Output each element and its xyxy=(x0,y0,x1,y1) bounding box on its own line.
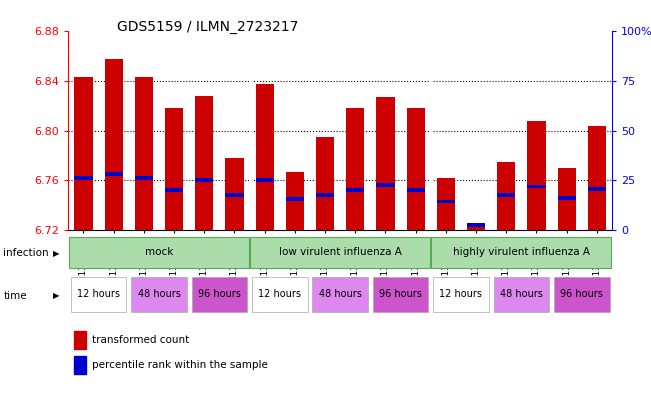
Bar xyxy=(557,168,575,230)
Bar xyxy=(527,121,546,230)
Bar xyxy=(165,188,183,192)
Bar xyxy=(557,196,575,200)
Text: 96 hours: 96 hours xyxy=(379,289,422,299)
Bar xyxy=(554,277,609,312)
Text: 48 hours: 48 hours xyxy=(500,289,543,299)
Bar xyxy=(74,356,86,374)
Bar xyxy=(74,331,86,349)
Text: transformed count: transformed count xyxy=(92,335,189,345)
Bar xyxy=(376,184,395,187)
Text: mock: mock xyxy=(145,247,173,257)
Bar xyxy=(467,223,485,227)
Text: percentile rank within the sample: percentile rank within the sample xyxy=(92,360,268,370)
Text: 48 hours: 48 hours xyxy=(319,289,361,299)
Bar xyxy=(195,178,214,182)
Bar xyxy=(286,172,304,230)
Bar xyxy=(286,197,304,201)
Text: 96 hours: 96 hours xyxy=(561,289,603,299)
Bar xyxy=(312,277,368,312)
Text: highly virulent influenza A: highly virulent influenza A xyxy=(453,247,590,257)
Text: GDS5159 / ILMN_2723217: GDS5159 / ILMN_2723217 xyxy=(117,20,299,34)
Bar xyxy=(74,77,92,230)
Bar xyxy=(191,277,247,312)
Text: 12 hours: 12 hours xyxy=(439,289,482,299)
Bar xyxy=(467,226,485,230)
Bar xyxy=(74,176,92,180)
Bar xyxy=(373,277,428,312)
Text: ▶: ▶ xyxy=(53,249,60,257)
Bar xyxy=(135,176,153,180)
Bar xyxy=(346,188,365,192)
Bar xyxy=(71,277,126,312)
Bar xyxy=(437,200,455,203)
Bar xyxy=(225,193,243,197)
Bar xyxy=(497,193,516,197)
Bar xyxy=(165,108,183,230)
Text: 96 hours: 96 hours xyxy=(198,289,241,299)
Text: infection: infection xyxy=(3,248,49,258)
Bar xyxy=(256,84,273,230)
Bar xyxy=(316,193,334,197)
Bar xyxy=(433,277,489,312)
Text: 12 hours: 12 hours xyxy=(77,289,120,299)
Bar xyxy=(131,277,187,312)
Text: time: time xyxy=(3,290,27,301)
Bar xyxy=(497,162,516,230)
Bar xyxy=(588,187,606,191)
Bar xyxy=(407,188,424,192)
Bar xyxy=(105,172,122,176)
Bar xyxy=(256,178,273,182)
Bar xyxy=(376,97,395,230)
Bar xyxy=(250,237,430,268)
Bar xyxy=(432,237,611,268)
Bar xyxy=(527,185,546,188)
Bar xyxy=(437,178,455,230)
Bar xyxy=(69,237,249,268)
Bar xyxy=(195,96,214,230)
Bar xyxy=(316,137,334,230)
Bar xyxy=(346,108,365,230)
Text: low virulent influenza A: low virulent influenza A xyxy=(279,247,402,257)
Bar xyxy=(588,126,606,230)
Bar xyxy=(225,158,243,230)
Bar xyxy=(493,277,549,312)
Text: 12 hours: 12 hours xyxy=(258,289,301,299)
Text: ▶: ▶ xyxy=(53,291,60,300)
Bar xyxy=(135,77,153,230)
Bar xyxy=(407,108,424,230)
Text: 48 hours: 48 hours xyxy=(137,289,180,299)
Bar xyxy=(105,59,122,230)
Bar xyxy=(252,277,307,312)
